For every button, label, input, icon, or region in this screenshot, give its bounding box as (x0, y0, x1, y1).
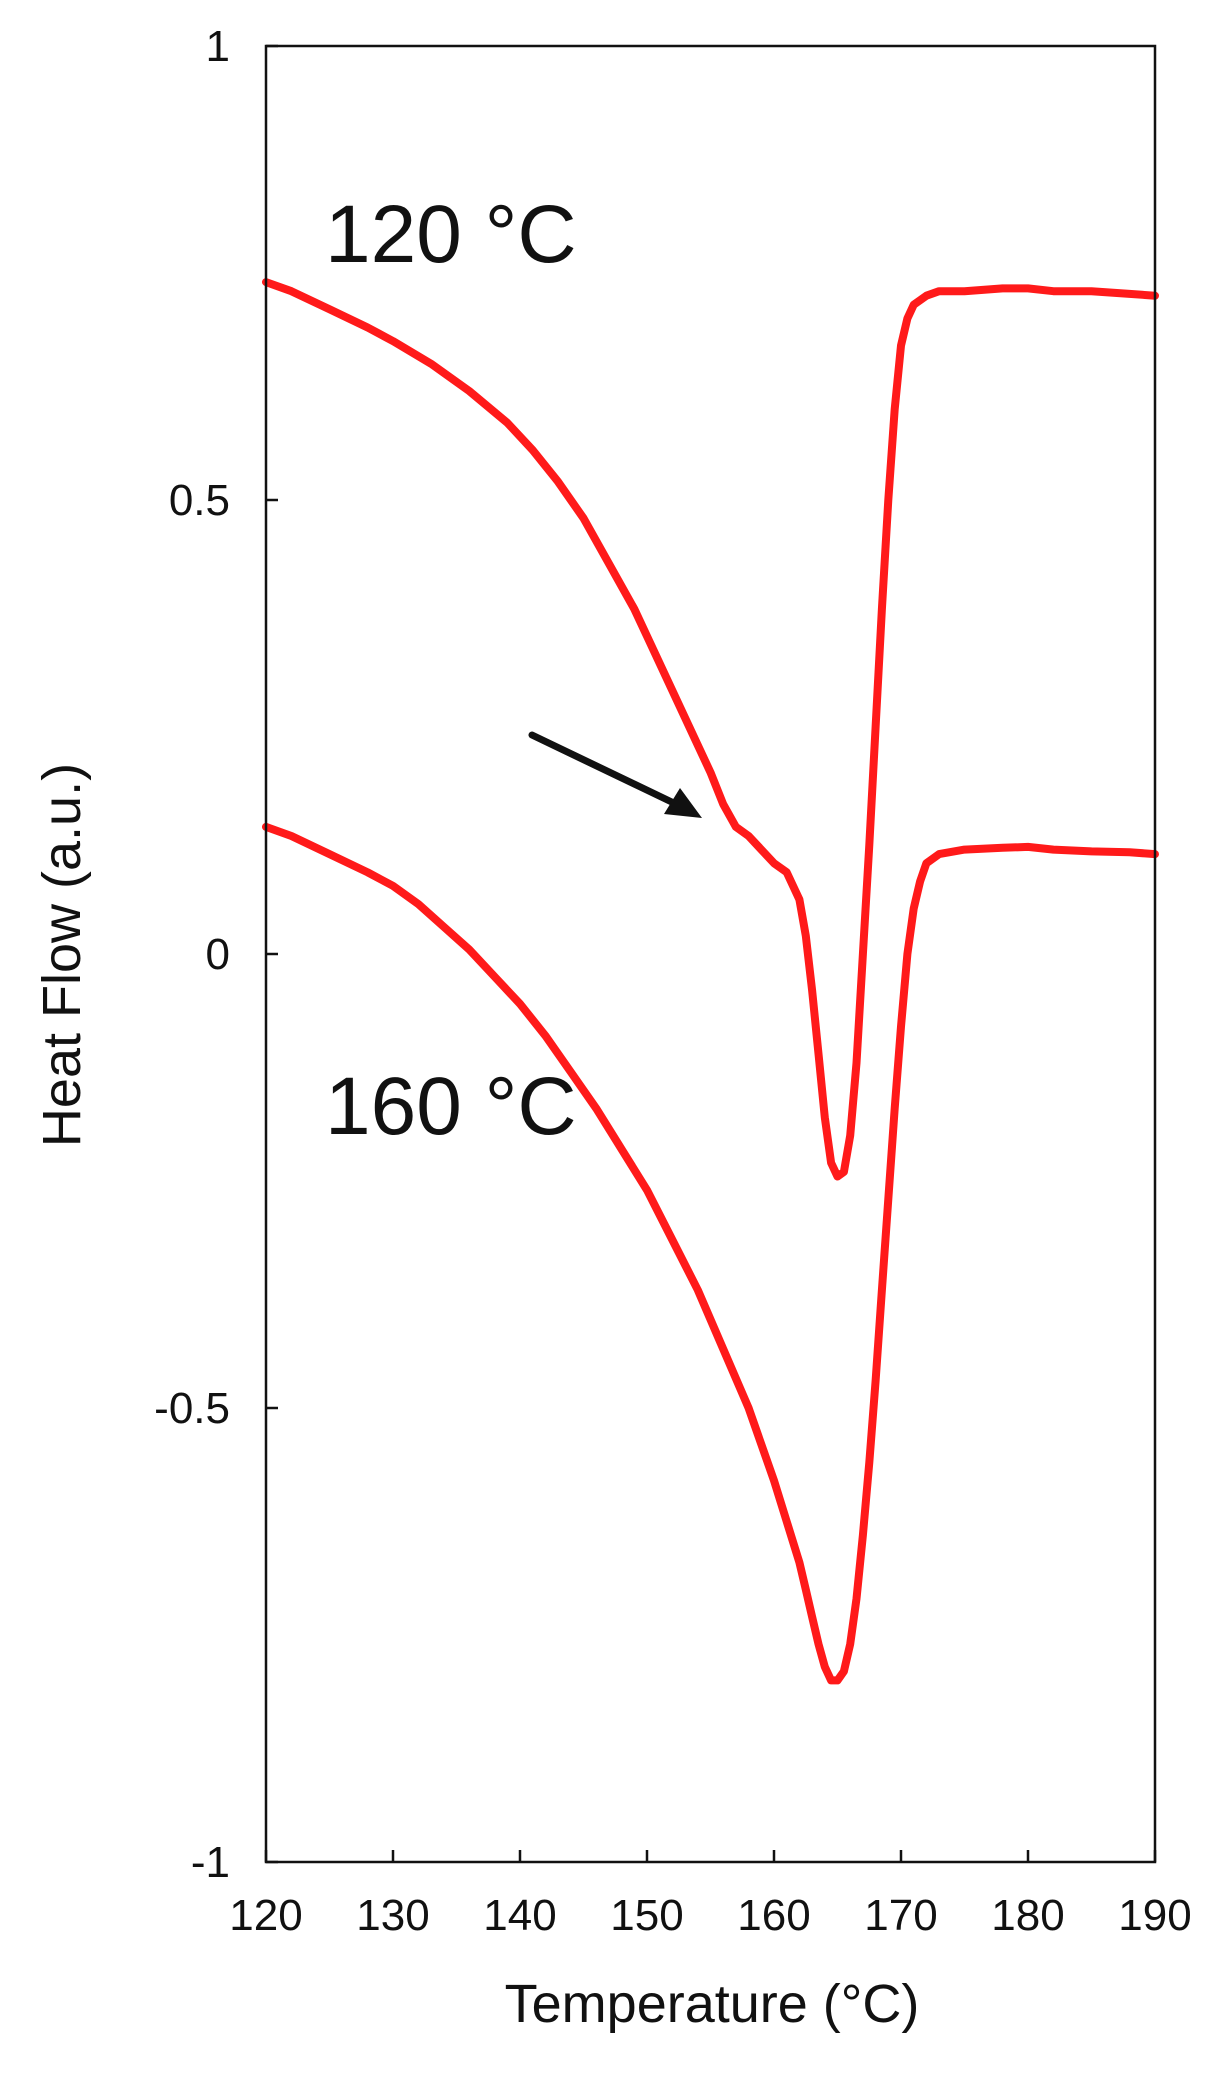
x-tick-label: 140 (483, 1891, 556, 1940)
series-line-2 (262, 822, 1159, 1685)
x-tick-label: 170 (864, 1891, 937, 1940)
x-tick-label: 120 (229, 1891, 302, 1940)
x-tick-label: 180 (991, 1891, 1064, 1940)
y-tick-label: -0.5 (154, 1384, 230, 1433)
annotation-120c: 120 °C (325, 189, 577, 280)
plot-area-frame (264, 44, 1157, 1864)
x-tick-label: 130 (356, 1891, 429, 1940)
y-tick-label: 1 (206, 22, 230, 71)
y-axis: 1 0.5 0 -0.5 -1 (154, 22, 278, 1887)
y-tick-label: 0.5 (169, 476, 230, 525)
series-layer (262, 278, 1159, 1685)
x-tick-label: 150 (610, 1891, 683, 1940)
y-tick-label: -1 (191, 1838, 230, 1887)
arrow-annotation (528, 731, 702, 818)
series-line-1 (262, 278, 1159, 1181)
x-axis: 120 130 140 150 160 170 180 190 (229, 1850, 1192, 1940)
x-tick-label: 190 (1118, 1891, 1191, 1940)
y-axis-title: Heat Flow (a.u.) (32, 763, 92, 1147)
x-axis-title: Temperature (°C) (505, 1974, 920, 2034)
annotation-160c: 160 °C (325, 1061, 577, 1152)
x-tick-label: 160 (737, 1891, 810, 1940)
y-tick-label: 0 (206, 930, 230, 979)
